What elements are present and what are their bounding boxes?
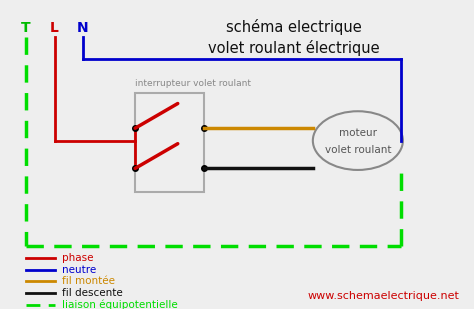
Text: liaison équipotentielle: liaison équipotentielle (62, 300, 177, 309)
Text: phase: phase (62, 253, 93, 263)
Circle shape (313, 111, 403, 170)
Text: www.schemaelectrique.net: www.schemaelectrique.net (308, 291, 460, 301)
Text: N: N (77, 21, 89, 35)
Text: interrupteur volet roulant: interrupteur volet roulant (135, 79, 251, 88)
Text: fil montée: fil montée (62, 277, 115, 286)
Text: neutre: neutre (62, 265, 96, 275)
Text: moteur: moteur (339, 128, 377, 138)
Bar (135, 93, 204, 192)
Text: volet roulant: volet roulant (325, 145, 391, 155)
Text: T: T (21, 21, 31, 35)
Text: fil descente: fil descente (62, 288, 122, 298)
Text: L: L (50, 21, 59, 35)
Text: schéma electrique
volet roulant électrique: schéma electrique volet roulant électriq… (208, 19, 380, 56)
